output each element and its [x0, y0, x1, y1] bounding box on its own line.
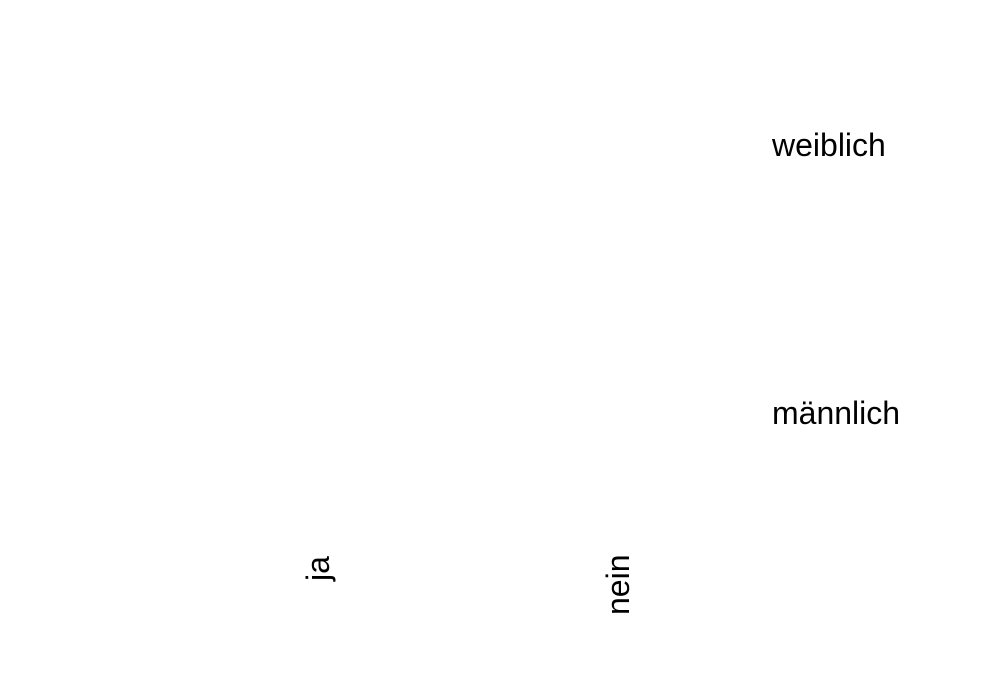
row-label-weiblich: weiblich	[771, 127, 886, 163]
x-tick-label-ja: ja	[300, 556, 336, 582]
row-label-maennlich: männlich	[772, 395, 900, 431]
row-labels: männlich weiblich	[771, 127, 900, 431]
x-axis-tick-labels: ja nein	[300, 555, 636, 616]
x-tick-label-nein: nein	[600, 555, 636, 616]
